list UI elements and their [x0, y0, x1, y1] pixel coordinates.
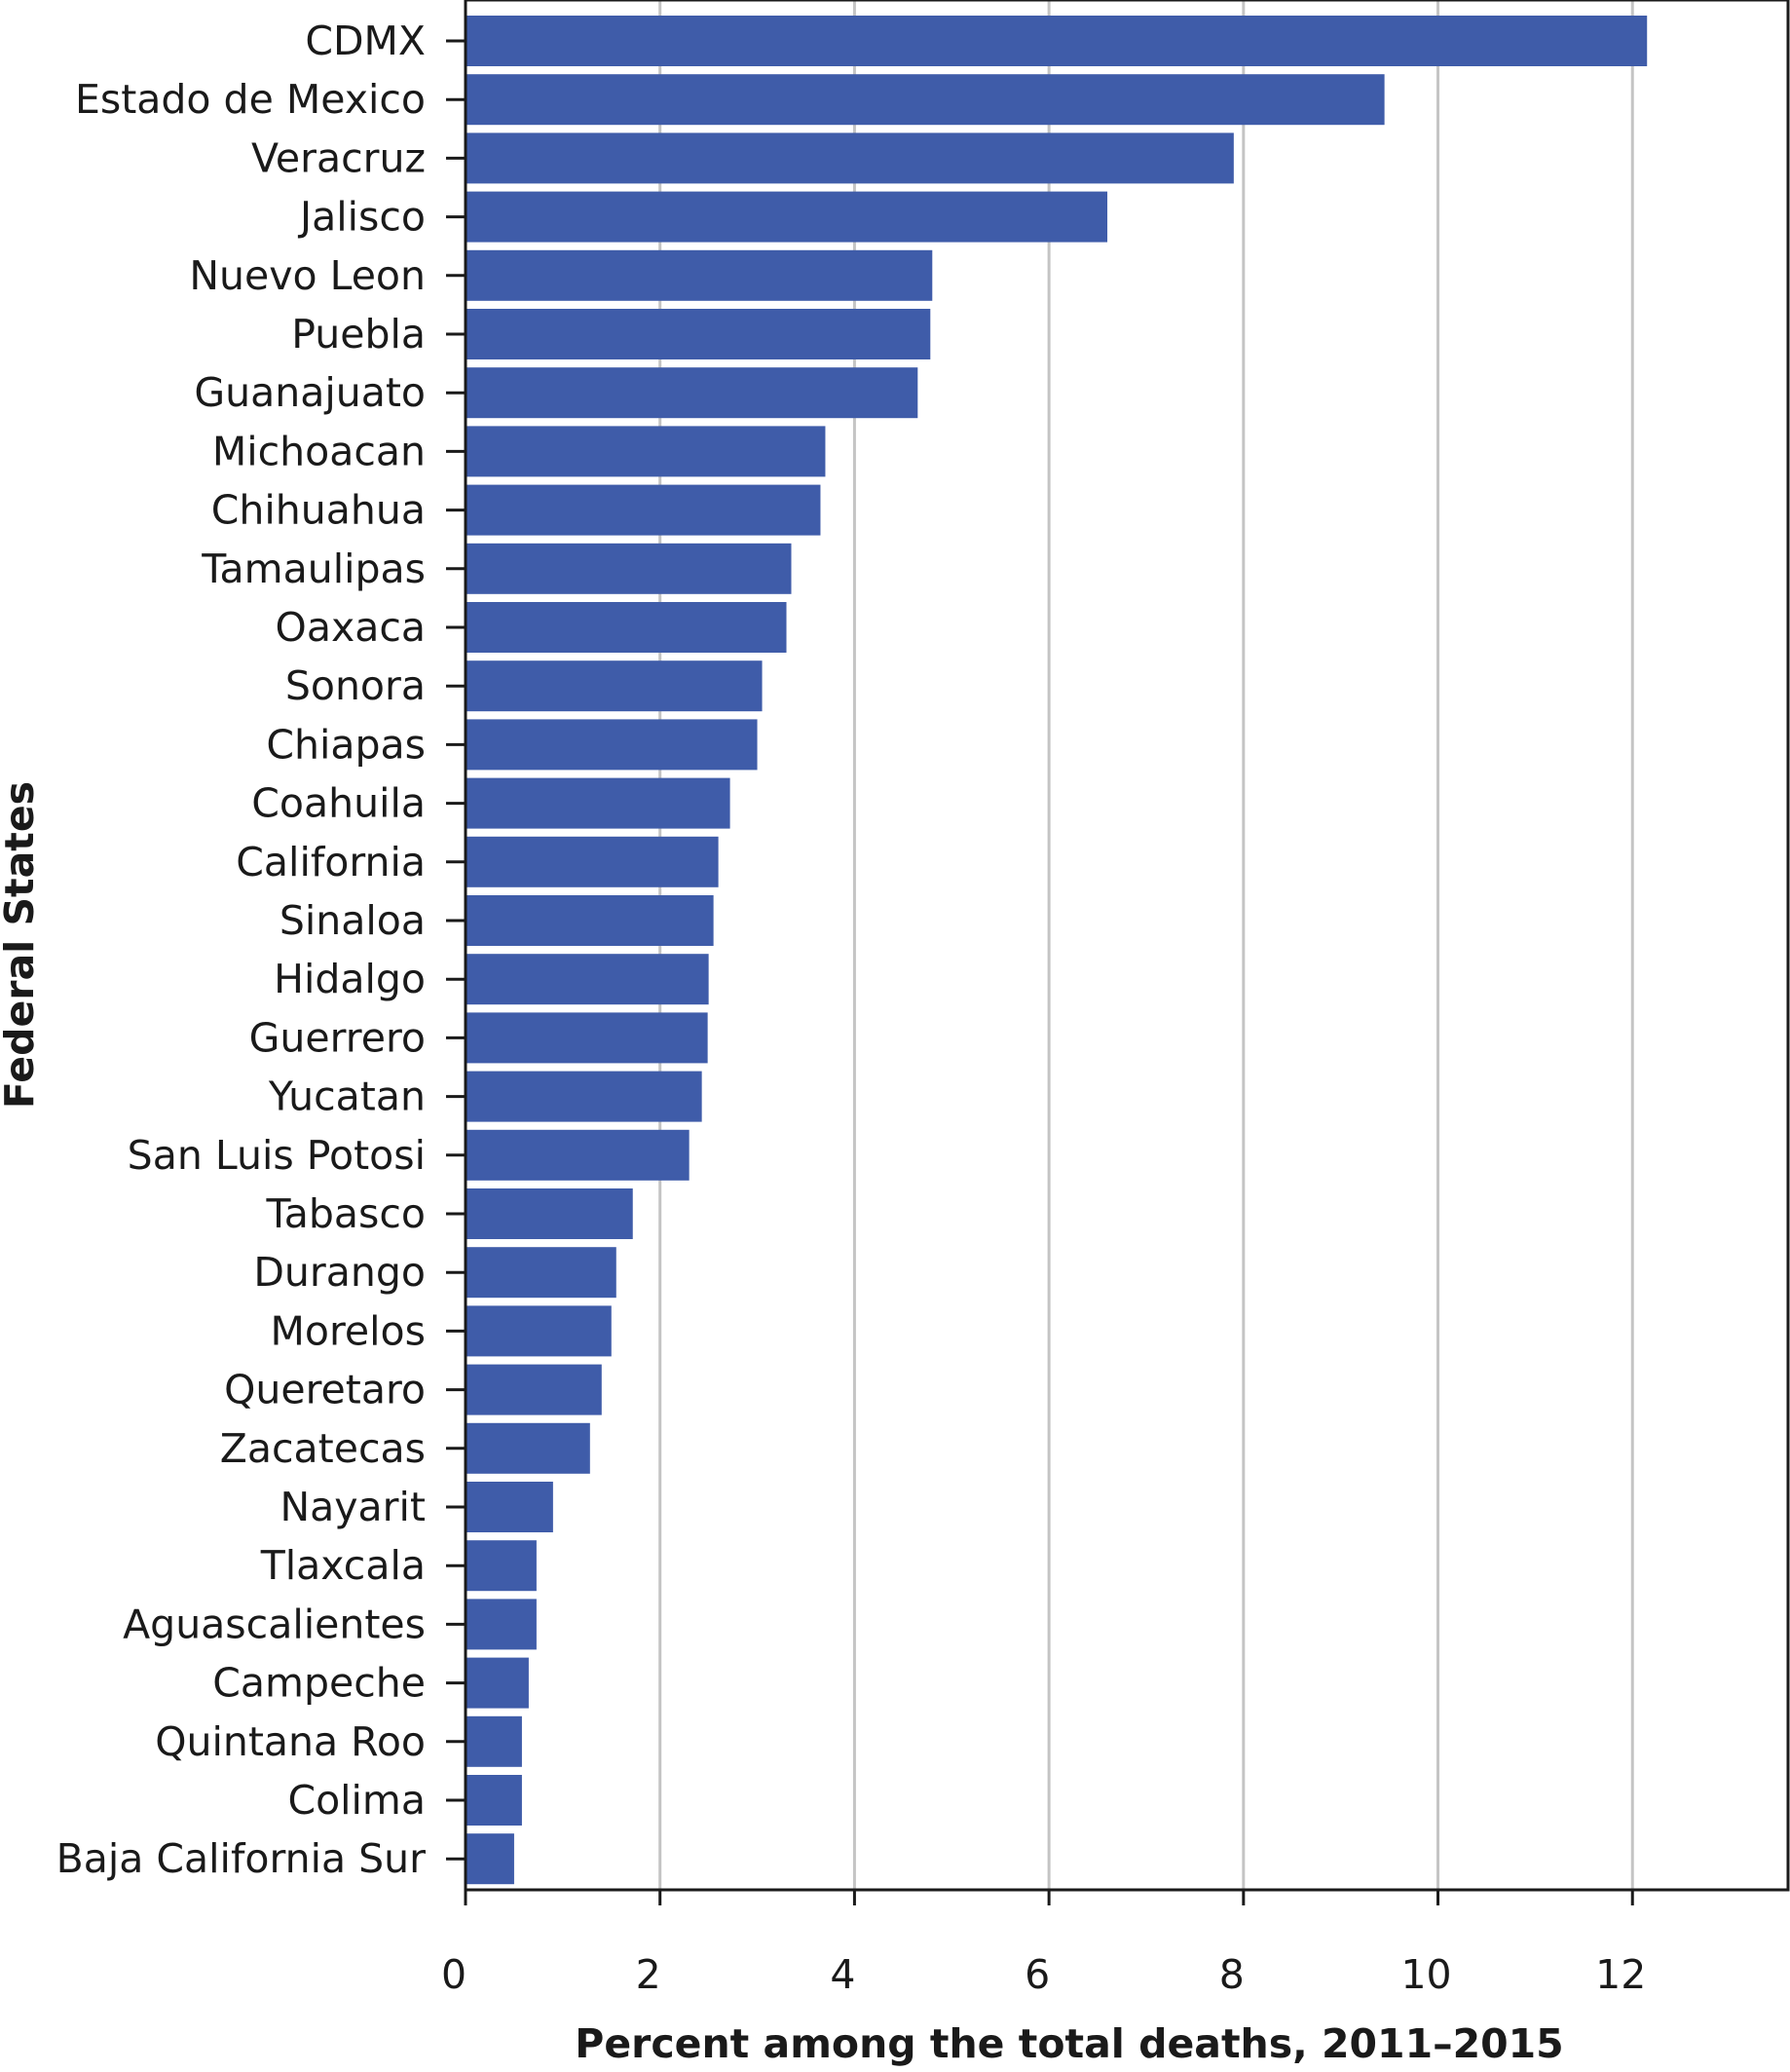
y-tick-label: San Luis Potosi [128, 1132, 426, 1179]
bar [466, 1833, 514, 1885]
y-tick-label: Sinaloa [280, 897, 426, 944]
y-tick-label: Puebla [291, 311, 426, 358]
x-tick-label: 0 [441, 1951, 466, 1998]
y-tick-label: Quintana Roo [155, 1718, 426, 1765]
bar [466, 1482, 553, 1532]
bar [466, 74, 1385, 126]
y-tick-label: Baja California Sur [56, 1835, 427, 1882]
y-axis: CDMX Estado de Mexico Veracruz Jalisco Nuevo… [56, 18, 466, 1882]
y-tick-label: Queretaro [224, 1367, 426, 1413]
y-tick-label: Nayarit [280, 1484, 426, 1530]
x-tick-label: 12 [1595, 1951, 1646, 1998]
x-tick-label: 2 [636, 1951, 661, 1998]
bar [466, 249, 933, 301]
bars [466, 16, 1648, 1885]
y-tick-label: Estado de Mexico [75, 76, 426, 123]
y-tick-label: Chihuahua [211, 487, 426, 534]
bar [466, 719, 758, 771]
y-tick-label: Guerrero [249, 1014, 426, 1061]
y-tick-label: Chiapas [266, 721, 426, 768]
bar [466, 426, 826, 477]
y-tick-label: Sonora [285, 662, 426, 709]
bar [466, 1071, 702, 1122]
y-tick-label: Aguascalientes [123, 1601, 426, 1647]
y-tick-label: Nuevo Leon [189, 252, 426, 299]
bar [466, 660, 763, 712]
bar [466, 777, 730, 829]
bar [466, 1188, 633, 1239]
bar [466, 367, 918, 419]
y-tick-label: Guanajuato [194, 369, 426, 416]
bar [466, 309, 931, 359]
bar [466, 1364, 602, 1415]
y-tick-label: Oaxaca [276, 604, 426, 651]
bar [466, 1715, 522, 1767]
y-tick-label: Morelos [271, 1307, 426, 1354]
y-tick-label: California [236, 839, 426, 885]
x-tick-label: 6 [1025, 1951, 1050, 1998]
bar [466, 895, 714, 946]
y-tick-label: Hidalgo [274, 956, 426, 1002]
y-tick-label: Colima [287, 1777, 426, 1824]
bar [466, 132, 1234, 184]
y-tick-label: Campeche [212, 1660, 426, 1707]
y-tick-label: Jalisco [297, 194, 426, 241]
bar [466, 1129, 690, 1181]
y-tick-label: Tlaxcala [260, 1542, 426, 1589]
bar [466, 1247, 616, 1299]
bar [466, 1540, 537, 1592]
bar [466, 1657, 529, 1709]
bar [466, 836, 719, 887]
plot-frame [464, 0, 1790, 1892]
bar [466, 1599, 537, 1650]
y-axis-title: Federal States [0, 781, 43, 1109]
y-tick-label: Veracruz [251, 134, 426, 181]
x-tick-label: 8 [1219, 1951, 1245, 1998]
y-tick-label: Zacatecas [220, 1425, 426, 1472]
bar [466, 16, 1648, 66]
x-axis-title: Percent among the total deaths, 2011–201… [575, 2020, 1563, 2067]
y-tick-label: Tamaulipas [201, 546, 426, 592]
bar [466, 1775, 522, 1826]
bar [466, 543, 792, 594]
bar [466, 1012, 708, 1064]
y-tick-label: Yucatan [268, 1074, 426, 1120]
bar [466, 602, 787, 653]
x-axis: 0 2 4 6 8 10 12 [441, 1890, 1646, 1998]
y-tick-label: Durango [253, 1249, 426, 1296]
bar [466, 954, 709, 1005]
bar [466, 484, 821, 536]
bar [466, 1422, 590, 1474]
y-tick-label: Tabasco [265, 1190, 426, 1237]
bar [466, 1305, 612, 1357]
x-tick-label: 4 [830, 1951, 855, 1998]
x-tick-label: 10 [1400, 1951, 1451, 1998]
y-tick-label: Michoacan [212, 428, 426, 474]
bar [466, 191, 1108, 243]
y-tick-label: Coahuila [251, 780, 426, 827]
y-tick-label: CDMX [305, 18, 426, 64]
